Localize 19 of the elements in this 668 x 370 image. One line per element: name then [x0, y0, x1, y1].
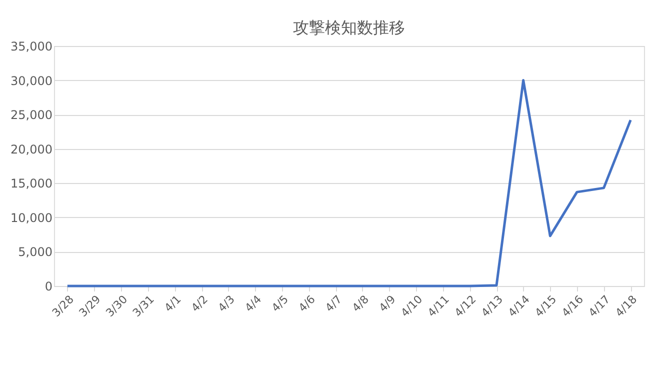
- y-tick-label: 20,000: [10, 142, 52, 156]
- line-series: [66, 79, 632, 288]
- x-tick-label: 4/7: [322, 292, 345, 315]
- x-tick-label: 4/5: [269, 292, 291, 315]
- y-tick-label: 30,000: [10, 74, 52, 88]
- y-tick-label: 15,000: [10, 176, 52, 191]
- y-tick-label: 10,000: [10, 210, 52, 225]
- x-tick-label: 4/6: [296, 292, 318, 315]
- chart-title: 攻撃検知数推移: [293, 18, 405, 37]
- y-tick-label: 5,000: [18, 245, 52, 260]
- x-tick-label: 4/1: [162, 292, 184, 315]
- x-tick-label: 4/9: [376, 292, 398, 315]
- y-tick-label: 35,000: [10, 40, 52, 54]
- x-tick-label: 4/2: [188, 292, 210, 315]
- x-tick-label: 4/4: [242, 292, 264, 315]
- x-tick-label: 4/8: [350, 292, 372, 315]
- x-tick-label: 4/3: [216, 292, 238, 315]
- y-tick-label: 25,000: [10, 108, 52, 122]
- y-tick-label: 0: [44, 280, 52, 294]
